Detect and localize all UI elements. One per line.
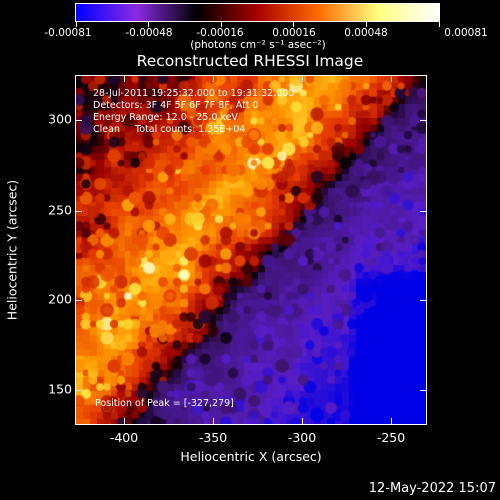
y-axis-tick-right bbox=[420, 300, 426, 301]
colorbar-tick-label: 0.00016 bbox=[272, 27, 316, 39]
colorbar-tick bbox=[76, 22, 77, 27]
info-detectors: Detectors: 3F 4F 5F 6F 7F 8F, Att 0 bbox=[93, 100, 259, 111]
y-axis-tick bbox=[76, 300, 82, 301]
x-axis-tick-top bbox=[213, 76, 214, 82]
y-axis-tick bbox=[76, 211, 82, 212]
x-tick-label: -250 bbox=[376, 430, 406, 445]
colorbar bbox=[75, 3, 440, 22]
colorbar-tick-label: -0.00016 bbox=[196, 27, 244, 39]
colorbar-tick-label: 0.00081 bbox=[444, 27, 488, 39]
x-axis-label: Heliocentric X (arcsec) bbox=[180, 449, 322, 464]
map-frame bbox=[75, 75, 427, 425]
colorbar-tick-label: 0.00048 bbox=[344, 27, 388, 39]
y-axis-tick-right bbox=[420, 390, 426, 391]
x-tick-label: -350 bbox=[198, 430, 228, 445]
info-total-counts: Clean Total counts: 1.35E+04 bbox=[93, 124, 246, 135]
info-energy-range: Energy Range: 12.0 - 25.0 keV bbox=[93, 112, 238, 123]
x-tick-label: -400 bbox=[109, 430, 139, 445]
x-tick-label: -300 bbox=[287, 430, 317, 445]
peak-position-label: Position of Peak = [-327,279] bbox=[95, 398, 234, 409]
y-tick-label: 150 bbox=[48, 381, 72, 397]
x-axis-tick bbox=[213, 418, 214, 424]
y-axis-tick bbox=[76, 390, 82, 391]
y-axis-tick-right bbox=[420, 211, 426, 212]
x-axis-tick bbox=[391, 418, 392, 424]
x-axis-tick bbox=[124, 418, 125, 424]
y-axis-tick-right bbox=[420, 120, 426, 121]
colorbar-tick bbox=[439, 22, 440, 27]
y-tick-label: 300 bbox=[48, 111, 72, 127]
x-axis-tick-top bbox=[302, 76, 303, 82]
y-tick-label: 250 bbox=[48, 202, 72, 218]
x-axis-tick-top bbox=[124, 76, 125, 82]
rhessi-image bbox=[76, 76, 426, 424]
x-axis-tick-top bbox=[391, 76, 392, 82]
y-axis-label: Heliocentric Y (arcsec) bbox=[4, 179, 20, 321]
colorbar-tick-label: -0.00081 bbox=[44, 27, 92, 39]
colorbar-units: (photons cm⁻² s⁻¹ asec⁻²) bbox=[190, 39, 326, 51]
colorbar-tick-label: -0.00048 bbox=[125, 27, 173, 39]
y-axis-tick bbox=[76, 120, 82, 121]
colorbar-tick bbox=[293, 22, 294, 27]
colorbar-tick bbox=[366, 22, 367, 27]
colorbar-tick bbox=[148, 22, 149, 27]
y-tick-label: 200 bbox=[48, 291, 72, 307]
colorbar-tick bbox=[221, 22, 222, 27]
info-time-range: 28-Jul-2011 19:25:32.000 to 19:31:32.000 bbox=[93, 88, 295, 99]
x-axis-tick bbox=[302, 418, 303, 424]
plot-title: Reconstructed RHESSI Image bbox=[136, 52, 364, 70]
timestamp: 12-May-2022 15:07 bbox=[368, 481, 496, 496]
